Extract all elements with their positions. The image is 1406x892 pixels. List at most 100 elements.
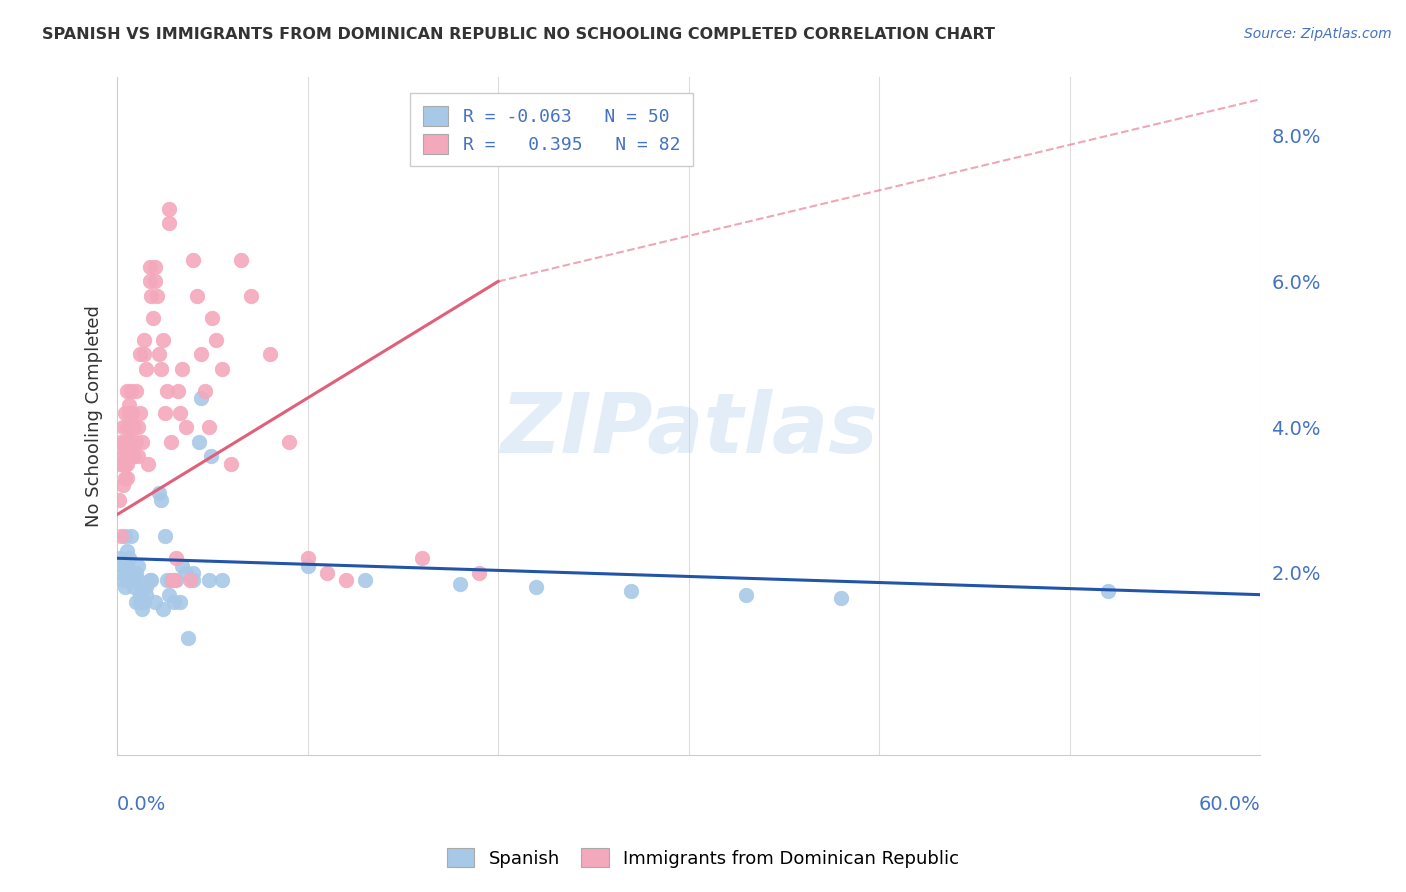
Point [259,347,281,361]
Point [183,573,205,587]
Point [110,529,132,543]
Point [115,384,138,398]
Point [124,581,146,595]
Point [221,457,243,471]
Text: Source: ZipAtlas.com: Source: ZipAtlas.com [1244,27,1392,41]
Point [135,361,157,376]
Point [111,478,134,492]
Point [194,384,217,398]
Point [120,566,142,580]
Point [117,551,139,566]
Point [734,588,756,602]
Point [125,434,148,449]
Point [138,260,160,274]
Point [124,420,146,434]
Point [205,333,228,347]
Point [315,566,337,580]
Point [148,347,170,361]
Point [143,595,166,609]
Point [111,449,134,463]
Point [115,544,138,558]
Point [141,573,163,587]
Text: ZIPatlas: ZIPatlas [499,389,877,470]
Point [117,405,139,419]
Point [165,551,187,566]
Point [524,581,547,595]
Point [183,566,205,580]
Point [186,289,208,303]
Point [142,310,165,325]
Point [146,289,169,303]
Point [114,581,136,595]
Point [135,588,157,602]
Point [163,573,186,587]
Point [111,573,134,587]
Point [159,434,181,449]
Point [114,442,136,456]
Point [129,405,152,419]
Point [159,573,181,587]
Point [170,558,193,573]
Point [174,420,197,434]
Point [143,260,166,274]
Point [121,434,143,449]
Point [120,384,142,398]
Point [136,457,159,471]
Point [169,595,191,609]
Point [197,573,219,587]
Point [135,581,157,595]
Text: 60.0%: 60.0% [1198,795,1260,814]
Legend: R = -0.063   N = 50, R =   0.395   N = 82: R = -0.063 N = 50, R = 0.395 N = 82 [411,94,693,167]
Point [138,274,160,288]
Point [111,457,134,471]
Point [179,573,201,587]
Point [131,602,153,616]
Point [125,384,148,398]
Point [117,420,139,434]
Point [127,449,149,463]
Point [127,573,149,587]
Point [114,471,136,485]
Point [152,333,174,347]
Point [153,529,176,543]
Point [117,398,139,412]
Point [138,573,160,587]
Point [157,202,180,216]
Point [449,576,471,591]
Point [163,595,186,609]
Text: SPANISH VS IMMIGRANTS FROM DOMINICAN REPUBLIC NO SCHOOLING COMPLETED CORRELATION: SPANISH VS IMMIGRANTS FROM DOMINICAN REP… [42,27,995,42]
Point [620,584,643,599]
Point [124,449,146,463]
Point [111,558,134,573]
Point [157,588,180,602]
Point [169,405,191,419]
Point [115,558,138,573]
Point [129,347,152,361]
Point [132,595,155,609]
Point [201,310,224,325]
Point [129,588,152,602]
Point [108,493,131,508]
Point [125,595,148,609]
Point [468,566,491,580]
Point [200,449,222,463]
Point [174,566,197,580]
Point [297,551,319,566]
Point [117,434,139,449]
Point [129,595,152,609]
Point [114,405,136,419]
Point [353,573,375,587]
Point [127,420,149,434]
Point [156,573,179,587]
Point [120,420,142,434]
Point [148,485,170,500]
Y-axis label: No Schooling Completed: No Schooling Completed [86,305,103,527]
Text: 0.0%: 0.0% [117,795,166,814]
Point [153,405,176,419]
Point [121,405,143,419]
Point [115,457,138,471]
Point [114,529,136,543]
Point [197,420,219,434]
Point [132,347,155,361]
Point [121,573,143,587]
